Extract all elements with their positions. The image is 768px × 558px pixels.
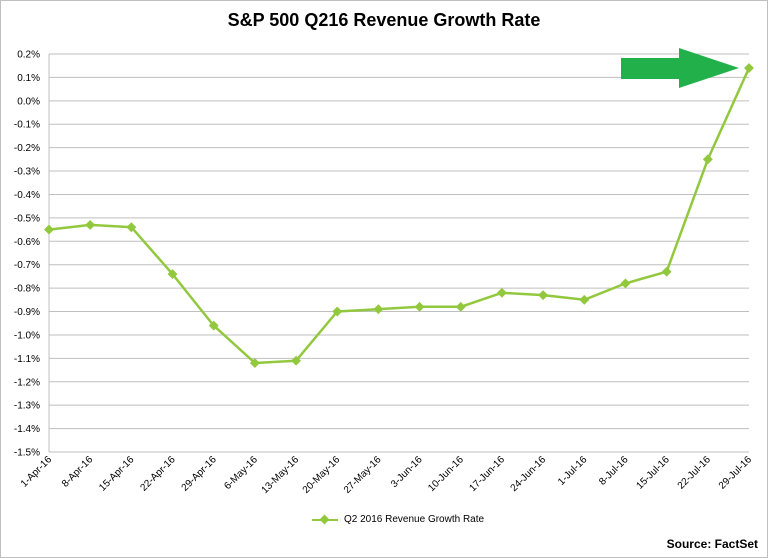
y-tick-label: -1.2% bbox=[14, 377, 40, 388]
x-tick-label: 27-May-16 bbox=[342, 454, 384, 496]
data-point bbox=[744, 63, 754, 73]
x-tick-label: 13-May-16 bbox=[260, 454, 302, 496]
y-tick-label: -1.5% bbox=[14, 448, 40, 459]
chart-title: S&P 500 Q216 Revenue Growth Rate bbox=[227, 10, 541, 30]
y-axis-ticks: 0.2% 0.1% 0.0% -0.1% -0.2% -0.3% -0.4% -0.5% -0.… bbox=[14, 50, 40, 459]
x-tick-label: 6-May-16 bbox=[222, 454, 260, 492]
data-point bbox=[249, 358, 260, 368]
y-tick-label: 0.1% bbox=[17, 73, 40, 84]
x-tick-label: 22-Apr-16 bbox=[138, 454, 178, 494]
data-point bbox=[44, 224, 54, 235]
data-series bbox=[44, 63, 754, 368]
x-tick-label: 15-Apr-16 bbox=[97, 454, 137, 494]
y-tick-label: -0.8% bbox=[14, 284, 40, 295]
y-tick-label: -0.1% bbox=[14, 120, 40, 131]
x-tick-label: 3-Jun-16 bbox=[389, 454, 425, 490]
source-note: Source: FactSet bbox=[666, 537, 758, 551]
y-tick-label: -1.3% bbox=[14, 401, 40, 412]
y-tick-label: 0.2% bbox=[17, 50, 40, 61]
data-point bbox=[291, 355, 302, 366]
y-tick-label: -1.4% bbox=[14, 424, 40, 435]
x-axis-ticks: 1-Apr-16 8-Apr-16 15-Apr-16 22-Apr-16 29-Apr… bbox=[19, 454, 755, 496]
x-tick-label: 24-Jun-16 bbox=[509, 454, 549, 494]
x-tick-label: 17-Jun-16 bbox=[467, 454, 507, 494]
y-tick-label: -0.6% bbox=[14, 237, 40, 248]
y-tick-label: -1.0% bbox=[14, 330, 40, 341]
data-point bbox=[702, 154, 713, 165]
data-point bbox=[455, 301, 466, 312]
x-tick-label: 29-Apr-16 bbox=[180, 454, 220, 494]
y-tick-label: -0.2% bbox=[14, 143, 40, 154]
x-tick-label: 29-Jul-16 bbox=[717, 454, 755, 492]
y-tick-label: -1.1% bbox=[14, 354, 40, 365]
legend: Q2 2016 Revenue Growth Rate bbox=[312, 514, 484, 525]
y-tick-label: -0.7% bbox=[14, 260, 40, 271]
x-tick-label: 1-Jul-16 bbox=[556, 454, 590, 488]
x-tick-label: 8-Jul-16 bbox=[597, 454, 631, 488]
x-tick-label: 15-Jul-16 bbox=[635, 454, 673, 492]
y-tick-label: -0.9% bbox=[14, 307, 40, 318]
data-point bbox=[332, 306, 343, 317]
data-point bbox=[208, 320, 219, 331]
arrow-icon bbox=[621, 48, 739, 89]
annotation-layer bbox=[621, 48, 739, 89]
data-point bbox=[167, 269, 178, 280]
data-point bbox=[538, 290, 549, 301]
legend-label: Q2 2016 Revenue Growth Rate bbox=[344, 514, 485, 525]
x-tick-label: 22-Jul-16 bbox=[676, 454, 714, 492]
legend-marker-icon bbox=[312, 514, 338, 525]
gridlines bbox=[48, 53, 749, 453]
data-point bbox=[579, 294, 590, 305]
data-point bbox=[496, 287, 507, 298]
y-tick-label: -0.3% bbox=[14, 167, 40, 178]
series-line bbox=[48, 67, 751, 365]
data-point bbox=[85, 219, 96, 230]
data-point bbox=[414, 301, 425, 312]
data-point bbox=[661, 266, 672, 277]
y-tick-label: -0.4% bbox=[14, 190, 40, 201]
x-tick-label: 1-Apr-16 bbox=[19, 454, 55, 490]
data-point bbox=[373, 304, 384, 315]
x-tick-label: 20-May-16 bbox=[301, 454, 343, 496]
y-tick-label: -0.5% bbox=[14, 213, 40, 224]
x-tick-label: 8-Apr-16 bbox=[60, 454, 96, 490]
x-tick-label: 10-Jun-16 bbox=[426, 454, 466, 494]
data-point bbox=[620, 278, 631, 289]
y-tick-label: 0.0% bbox=[17, 96, 40, 107]
